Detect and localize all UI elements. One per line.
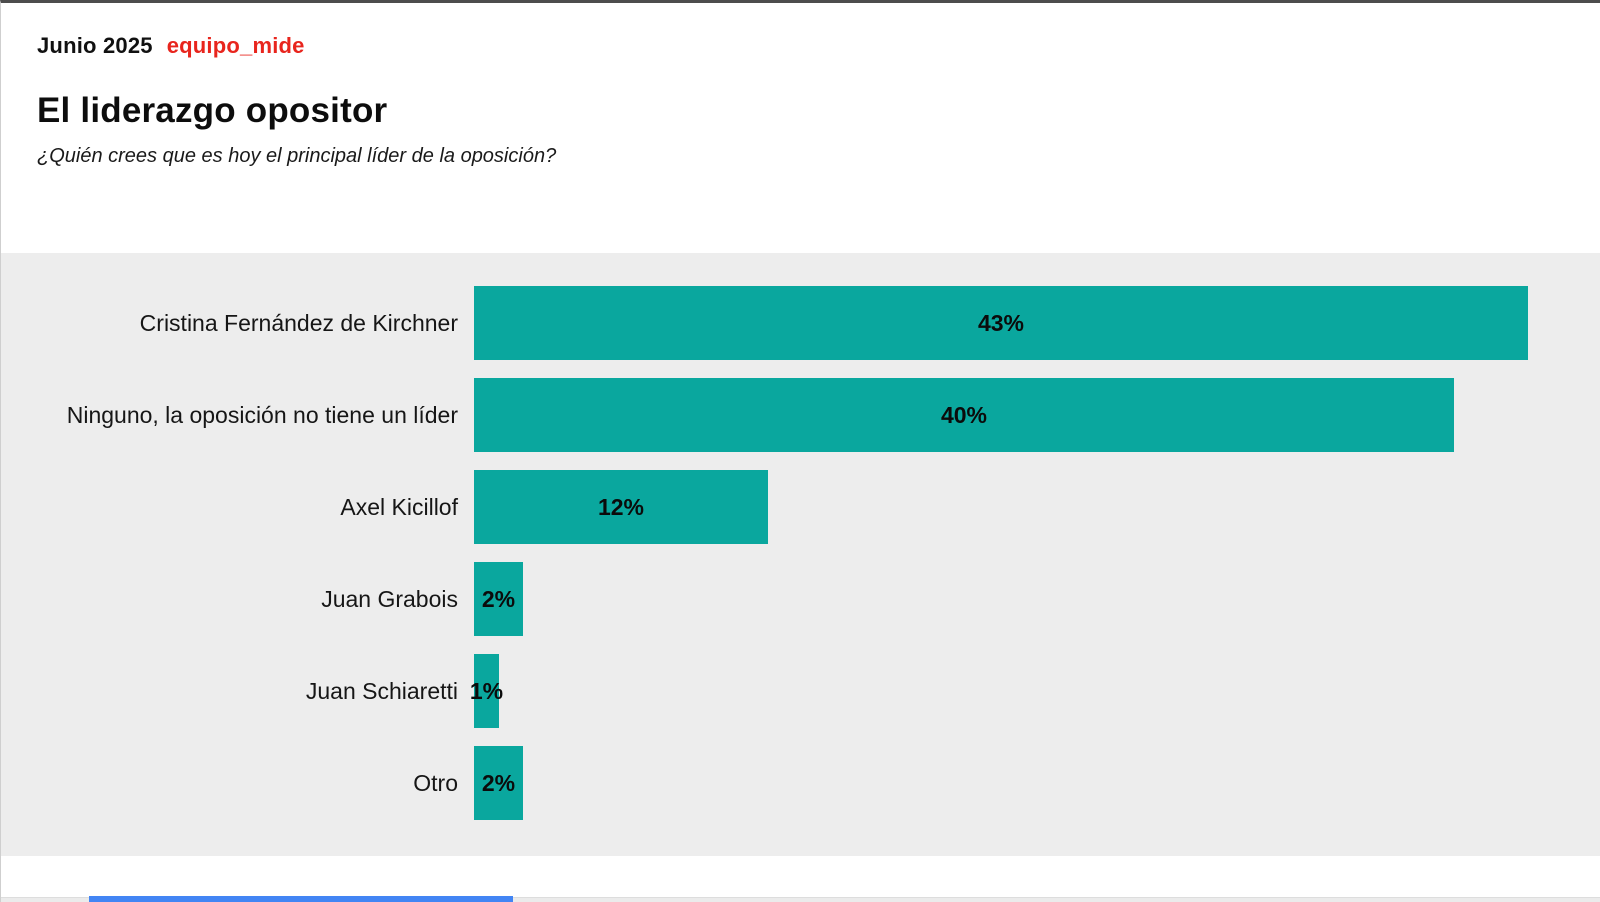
category-label: Otro bbox=[413, 769, 458, 796]
bar-track: 1% bbox=[470, 654, 1600, 728]
brand-label: equipo_mide bbox=[166, 33, 305, 58]
value-label: 1% bbox=[469, 677, 504, 704]
bar: 1% bbox=[470, 654, 503, 728]
category-label: Juan Schiaretti bbox=[305, 677, 458, 704]
category-label: Juan Grabois bbox=[321, 585, 458, 612]
chart-row: Cristina Fernández de Kirchner 43% bbox=[1, 286, 1600, 360]
value-label: 43% bbox=[977, 309, 1025, 336]
meta-line: Junio 2025 equipo_mide bbox=[37, 33, 1560, 59]
category-label: Cristina Fernández de Kirchner bbox=[139, 309, 458, 336]
chart-row: Juan Grabois 2% bbox=[1, 562, 1600, 636]
chart-row: Axel Kicillof 12% bbox=[1, 470, 1600, 544]
chart-row: Otro 2% bbox=[1, 746, 1600, 820]
value-label: 2% bbox=[481, 769, 516, 796]
chart-row: Juan Schiaretti 1% bbox=[1, 654, 1600, 728]
date-label: Junio 2025 bbox=[37, 33, 153, 58]
value-label: 12% bbox=[597, 493, 645, 520]
bar-track: 12% bbox=[474, 470, 1600, 544]
video-progress-bar[interactable] bbox=[89, 896, 513, 902]
bar: 12% bbox=[474, 470, 768, 544]
bar-track: 2% bbox=[474, 562, 1600, 636]
value-label: 2% bbox=[481, 585, 516, 612]
chart-area: Cristina Fernández de Kirchner 43% Ninguno… bbox=[1, 253, 1600, 856]
bottom-strip bbox=[1, 897, 1600, 902]
category-label: Axel Kicillof bbox=[340, 493, 458, 520]
chart-subtitle: ¿Quién crees que es hoy el principal líd… bbox=[37, 145, 557, 167]
value-label: 40% bbox=[940, 401, 988, 428]
bar: 2% bbox=[474, 746, 523, 820]
category-label: Ninguno, la oposición no tiene un líder bbox=[66, 401, 458, 428]
chart-row: Ninguno, la oposición no tiene un líder 4… bbox=[1, 378, 1600, 452]
page-title: El liderazgo opositor bbox=[37, 91, 388, 130]
header: Junio 2025 equipo_mide El liderazgo oposi… bbox=[37, 33, 1560, 168]
bar: 43% bbox=[474, 286, 1528, 360]
bar-track: 2% bbox=[474, 746, 1600, 820]
bar: 2% bbox=[474, 562, 523, 636]
bar: 40% bbox=[474, 378, 1454, 452]
bar-track: 43% bbox=[474, 286, 1600, 360]
bar-track: 40% bbox=[474, 378, 1600, 452]
